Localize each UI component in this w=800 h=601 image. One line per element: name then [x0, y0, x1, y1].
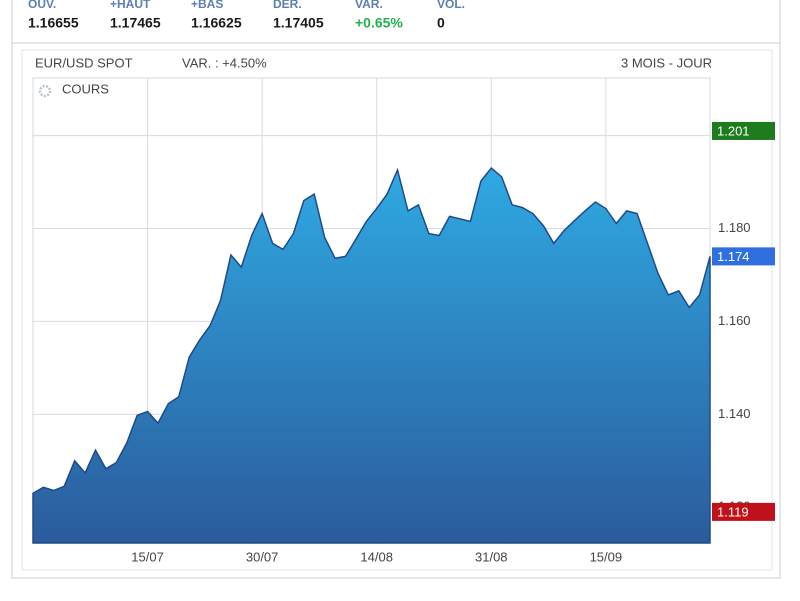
y-tick-label: 1.180 — [718, 220, 751, 235]
x-tick-label: 30/07 — [246, 549, 279, 564]
stat-label: +BAS — [191, 0, 223, 11]
stat-value: 1.17465 — [110, 15, 161, 31]
x-tick-label: 15/09 — [590, 549, 623, 564]
price-badge-label: 1.119 — [717, 504, 749, 519]
y-tick-label: 1.140 — [718, 406, 751, 421]
stat-label: VOL. — [437, 0, 465, 11]
price-badge — [712, 502, 775, 521]
stat-value: +0.65% — [355, 15, 403, 31]
period: 3 MOIS - JOUR — [621, 55, 712, 70]
stat-label: VAR. — [355, 0, 383, 11]
area — [32, 167, 711, 544]
chart-frame — [21, 49, 773, 571]
chart-subtitle: VAR. : +4.50% — [182, 55, 267, 70]
stat-value: 1.16655 — [28, 15, 79, 31]
stat-value: 1.16625 — [191, 15, 242, 31]
chart-title: EUR/USD SPOT — [35, 55, 133, 70]
y-tick-label: 1.160 — [718, 313, 751, 328]
x-tick-label: 31/08 — [475, 549, 508, 564]
stat-label: OUV. — [28, 0, 56, 11]
x-tick-label: 15/07 — [131, 549, 164, 564]
legend-icon — [38, 84, 52, 98]
price-badge — [712, 121, 775, 140]
stat-label: DER. — [273, 0, 302, 11]
legend-label: COURS — [62, 81, 109, 96]
price-badge — [712, 247, 775, 266]
x-tick-label: 14/08 — [360, 549, 393, 564]
stat-value: 0 — [437, 15, 445, 31]
price-badge-label: 1.174 — [717, 249, 750, 264]
stat-label: +HAUT — [110, 0, 151, 11]
stat-value: 1.17405 — [273, 15, 324, 31]
price-badge-label: 1.201 — [717, 123, 750, 138]
